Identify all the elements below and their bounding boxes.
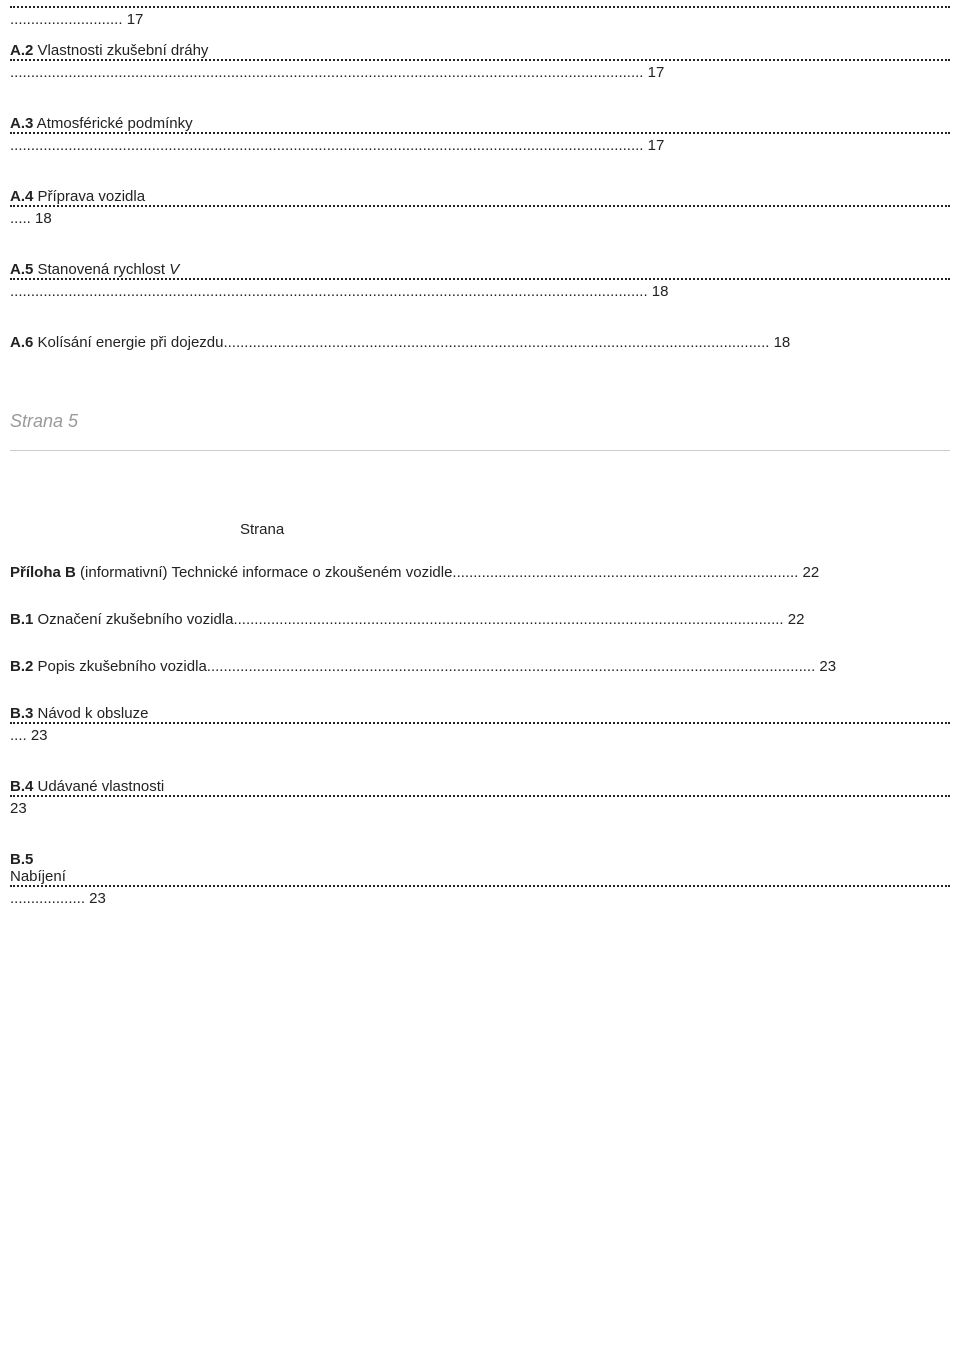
toc-entry: A.6 Kolísání energie při dojezdu........… <box>10 334 950 351</box>
document-page: ........................... 17 A.2 Vlast… <box>0 0 960 981</box>
toc-page-number: ........................................… <box>10 62 950 85</box>
toc-page-number: .................. 23 <box>10 888 950 911</box>
toc-section-number: A.3 <box>10 115 33 132</box>
toc-entry-label: A.3 Atmosférické podmínky <box>10 115 950 132</box>
toc-leading-text: ........................... 17 <box>10 11 143 28</box>
toc-entry: A.3 Atmosférické podmínky ..............… <box>10 115 950 158</box>
toc-section-title: Nabíjení <box>10 868 66 885</box>
toc-section-title-italic: V <box>169 261 179 278</box>
toc-section-title: Návod k obsluze <box>33 705 148 722</box>
toc-tail-text: 23 <box>10 800 27 817</box>
toc-section-title: Kolísání energie při dojezdu............… <box>33 334 790 351</box>
toc-tail-text: ........................................… <box>10 137 664 154</box>
toc-section-title: Označení zkušebního vozidla.............… <box>33 611 804 628</box>
toc-entry: B.3 Návod k obsluze .... 23 <box>10 705 950 748</box>
toc-page-number: ........................... 17 <box>10 9 950 32</box>
toc-section-number: A.6 <box>10 334 33 351</box>
toc-section-number: A.4 <box>10 188 33 205</box>
toc-entry: B.2 Popis zkušebního vozidla............… <box>10 658 950 675</box>
toc-section-number: B.1 <box>10 611 33 628</box>
toc-entry: A.5 Stanovená rychlost V ...............… <box>10 261 950 304</box>
toc-entry-label: B.5 Nabíjení <box>10 851 950 885</box>
toc-entry: B.5 Nabíjení .................. 23 <box>10 851 950 911</box>
toc-section-number: Příloha B <box>10 564 76 581</box>
toc-section-number: A.5 <box>10 261 33 278</box>
toc-page-number: .... 23 <box>10 725 950 748</box>
toc-page-number: ..... 18 <box>10 208 950 231</box>
toc-section-title: Popis zkušebního vozidla................… <box>33 658 836 675</box>
toc-section-title-pre: Stanovená rychlost <box>33 261 169 278</box>
toc-section-number: B.5 <box>10 851 33 868</box>
toc-section-title: Vlastnosti zkušební dráhy <box>33 42 208 59</box>
toc-entry-label: B.2 Popis zkušebního vozidla............… <box>10 658 950 675</box>
toc-entry-label: A.6 Kolísání energie při dojezdu........… <box>10 334 950 351</box>
toc-entry-label: B.1 Označení zkušebního vozidla.........… <box>10 611 950 628</box>
toc-section-title: Atmosférické podmínky <box>33 115 192 132</box>
toc-entry-label: B.4 Udávané vlastnosti <box>10 778 950 795</box>
toc-tail-text: ........................................… <box>10 64 664 81</box>
toc-section-title: Udávané vlastnosti <box>33 778 164 795</box>
toc-section-number: A.2 <box>10 42 33 59</box>
toc-page-number: ........................................… <box>10 135 950 158</box>
column-header: Strana <box>10 521 950 538</box>
toc-page-number: ........................................… <box>10 281 950 304</box>
toc-entry: A.4 Příprava vozidla ..... 18 <box>10 188 950 231</box>
toc-section-number: B.3 <box>10 705 33 722</box>
toc-entry-label: B.3 Návod k obsluze <box>10 705 950 722</box>
toc-entry: Příloha B (informativní) Technické infor… <box>10 564 950 581</box>
toc-section-title: (informativní) Technické informace o zko… <box>76 564 819 581</box>
toc-section-title: Příprava vozidla <box>33 188 145 205</box>
toc-section-number: B.4 <box>10 778 33 795</box>
toc-entry-label: A.4 Příprava vozidla <box>10 188 950 205</box>
section-divider-rule <box>10 450 950 451</box>
toc-entry-label: Příloha B (informativní) Technické infor… <box>10 564 950 581</box>
toc-tail-text: .................. 23 <box>10 890 106 907</box>
toc-tail-text: ..... 18 <box>10 210 52 227</box>
toc-entry-label: A.5 Stanovená rychlost V <box>10 261 950 278</box>
toc-entry: B.4 Udávané vlastnosti 23 <box>10 778 950 821</box>
toc-entry: B.1 Označení zkušebního vozidla.........… <box>10 611 950 628</box>
section-divider-label: Strana 5 <box>10 411 950 432</box>
toc-entry: ........................... 17 A.2 Vlast… <box>10 6 950 85</box>
toc-tail-text: ........................................… <box>10 283 668 300</box>
toc-entry-label: A.2 Vlastnosti zkušební dráhy <box>10 32 950 59</box>
toc-page-number: 23 <box>10 798 950 821</box>
toc-tail-text: .... 23 <box>10 727 48 744</box>
toc-section-number: B.2 <box>10 658 33 675</box>
